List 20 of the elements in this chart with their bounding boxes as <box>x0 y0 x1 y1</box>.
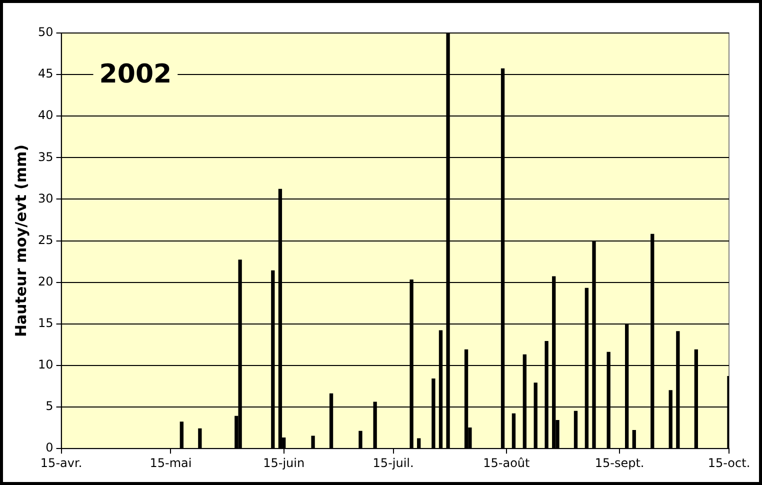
x-tick-label: 15-juin <box>263 456 305 470</box>
x-tick-label: 15-août <box>483 456 530 470</box>
y-tick-label: 0 <box>46 440 54 455</box>
x-tick-label: 15-oct. <box>708 456 750 470</box>
y-tick-label: 15 <box>38 316 54 330</box>
y-tick-label: 45 <box>38 66 54 81</box>
y-tick-label: 25 <box>38 232 54 247</box>
y-tick-label: 10 <box>38 358 54 372</box>
y-axis-title: Hauteur moy/evt (mm) <box>12 144 30 338</box>
y-tick-label: 50 <box>38 25 54 40</box>
y-tick-label: 35 <box>38 150 54 164</box>
x-tick-label: 15-avr. <box>40 456 82 470</box>
text: 2002 <box>99 59 172 90</box>
x-tick-label: 15-juil. <box>372 456 414 470</box>
x-tick-label: 15-sept. <box>594 456 644 470</box>
y-tick-label: 40 <box>38 108 54 122</box>
x-tick-label: 15-mai <box>150 456 192 470</box>
y-tick-label: 5 <box>46 399 54 414</box>
y-tick-label: 20 <box>38 274 54 288</box>
y-tick-label: 30 <box>38 191 54 206</box>
